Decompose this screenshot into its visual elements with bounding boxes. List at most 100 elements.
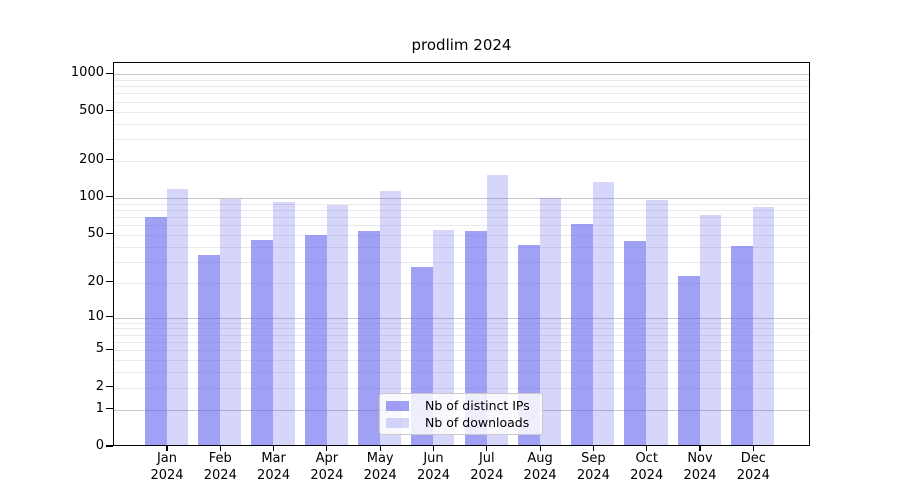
gridline-minor bbox=[114, 372, 809, 374]
gridline-major bbox=[114, 197, 809, 199]
gridline-minor bbox=[114, 328, 809, 330]
y-tick-label: 500 bbox=[79, 102, 104, 118]
gridline-minor bbox=[114, 160, 809, 162]
legend-label-distinct-ips: Nb of distinct IPs bbox=[425, 398, 530, 413]
bar-downloads bbox=[486, 175, 508, 445]
bar-downloads bbox=[379, 190, 402, 445]
gridline-minor bbox=[114, 86, 809, 88]
gridline-minor bbox=[114, 261, 809, 263]
gridline-minor bbox=[114, 111, 809, 113]
x-tick-mark bbox=[273, 446, 275, 451]
y-tick-mark bbox=[106, 72, 113, 74]
bar-downloads bbox=[646, 199, 668, 445]
y-tick-label: 100 bbox=[79, 188, 104, 204]
x-tick-label: Nov 2024 bbox=[683, 451, 717, 483]
gridline-minor bbox=[114, 246, 809, 248]
gridline-minor bbox=[114, 282, 809, 284]
y-tick-label: 5 bbox=[95, 341, 104, 357]
y-tick-label: 1000 bbox=[70, 65, 104, 81]
y-tick-mark bbox=[106, 348, 113, 350]
legend-label-downloads: Nb of downloads bbox=[425, 415, 530, 430]
bar-distinct-ips bbox=[624, 240, 647, 445]
bar-downloads bbox=[699, 215, 721, 445]
legend-swatch-distinct-ips bbox=[386, 400, 409, 411]
x-tick-label: Jul 2024 bbox=[470, 451, 504, 483]
x-tick-label: Apr 2024 bbox=[310, 451, 344, 483]
gridline-minor bbox=[114, 350, 809, 352]
bar-distinct-ips bbox=[198, 254, 220, 445]
x-tick-label: Dec 2024 bbox=[736, 451, 770, 483]
y-tick-label: 200 bbox=[79, 151, 104, 167]
y-tick-mark bbox=[106, 408, 113, 410]
gridline-minor bbox=[114, 101, 809, 103]
bar-distinct-ips bbox=[464, 230, 487, 445]
y-tick-label: 2 bbox=[95, 378, 104, 394]
bar-distinct-ips bbox=[251, 239, 274, 445]
gridline-minor bbox=[114, 322, 809, 324]
x-tick-mark bbox=[592, 446, 594, 451]
x-tick-mark bbox=[432, 446, 435, 451]
y-tick-mark bbox=[106, 109, 113, 112]
bar-downloads bbox=[539, 197, 562, 445]
gridline-minor bbox=[114, 234, 809, 236]
x-tick-label: Aug 2024 bbox=[523, 451, 557, 483]
y-tick-mark bbox=[106, 445, 113, 447]
gridline-minor bbox=[114, 225, 809, 227]
y-tick-mark bbox=[106, 196, 113, 198]
legend-item-distinct-ips: Nb of distinct IPs bbox=[386, 398, 542, 413]
y-tick-mark bbox=[106, 316, 113, 318]
bar-downloads bbox=[273, 201, 295, 445]
bar-downloads bbox=[220, 198, 242, 445]
gridline-minor bbox=[114, 203, 809, 205]
bar-downloads bbox=[593, 181, 615, 445]
gridline-major bbox=[114, 317, 809, 319]
legend-swatch-downloads bbox=[386, 417, 409, 428]
x-tick-label: Jun 2024 bbox=[416, 451, 451, 483]
x-tick-mark bbox=[219, 446, 221, 451]
x-tick-mark bbox=[646, 446, 648, 451]
gridline-major bbox=[114, 74, 809, 76]
gridline-minor bbox=[114, 360, 809, 362]
gridline-minor bbox=[114, 217, 809, 218]
x-tick-label: Jan 2024 bbox=[150, 451, 184, 483]
x-tick-label: Oct 2024 bbox=[630, 451, 664, 483]
bar-downloads bbox=[166, 188, 188, 445]
bar-distinct-ips bbox=[357, 230, 380, 445]
x-tick-mark bbox=[326, 446, 328, 451]
y-tick-mark bbox=[106, 281, 113, 283]
plot-area bbox=[113, 62, 810, 446]
bar-distinct-ips bbox=[144, 216, 167, 445]
gridline-minor bbox=[114, 342, 809, 343]
gridline-minor bbox=[114, 334, 809, 336]
bar-distinct-ips bbox=[677, 275, 700, 445]
y-tick-label: 50 bbox=[87, 225, 104, 241]
x-tick-mark bbox=[752, 446, 754, 451]
y-tick-label: 0 bbox=[95, 438, 104, 453]
bar-downloads bbox=[433, 229, 455, 445]
x-tick-mark bbox=[699, 446, 701, 451]
bar-distinct-ips bbox=[571, 224, 594, 445]
gridline-minor bbox=[114, 387, 809, 389]
x-tick-mark bbox=[379, 446, 381, 451]
gridline-minor bbox=[114, 209, 809, 211]
x-tick-label: Mar 2024 bbox=[257, 451, 291, 483]
y-tick-label: 20 bbox=[87, 273, 104, 289]
bar-distinct-ips bbox=[304, 235, 327, 445]
gridline-minor bbox=[114, 123, 809, 125]
x-tick-label: May 2024 bbox=[363, 451, 397, 483]
gridline-minor bbox=[114, 93, 809, 95]
gridline-minor bbox=[114, 139, 809, 140]
bar-downloads bbox=[753, 207, 775, 445]
y-tick-label: 10 bbox=[87, 308, 104, 324]
y-tick-mark bbox=[106, 233, 113, 235]
bar-downloads bbox=[326, 205, 348, 445]
x-tick-mark bbox=[539, 446, 541, 451]
x-tick-mark bbox=[166, 446, 168, 451]
y-tick-label: 1 bbox=[95, 400, 104, 416]
x-tick-mark bbox=[486, 446, 488, 451]
gridline-minor bbox=[114, 79, 809, 81]
x-tick-label: Sep 2024 bbox=[576, 451, 610, 483]
bar-distinct-ips bbox=[731, 245, 753, 445]
chart-title: prodlim 2024 bbox=[411, 36, 512, 54]
